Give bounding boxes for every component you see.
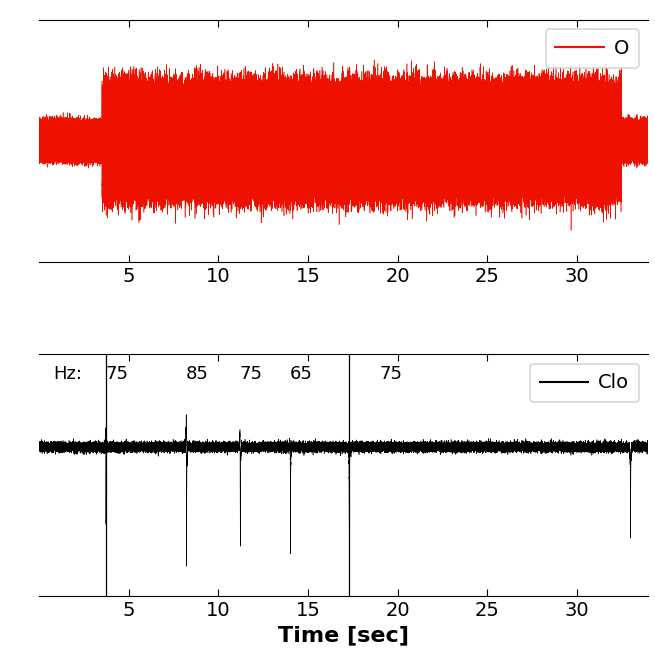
Legend: O: O (546, 29, 639, 68)
Text: 85: 85 (186, 365, 209, 383)
X-axis label: Time [sec]: Time [sec] (278, 626, 409, 645)
Text: Hz:: Hz: (54, 365, 83, 383)
Text: 65: 65 (290, 365, 313, 383)
Text: 75: 75 (105, 365, 128, 383)
Text: 75: 75 (380, 365, 403, 383)
Legend: Clo: Clo (530, 364, 639, 402)
Text: 75: 75 (240, 365, 263, 383)
